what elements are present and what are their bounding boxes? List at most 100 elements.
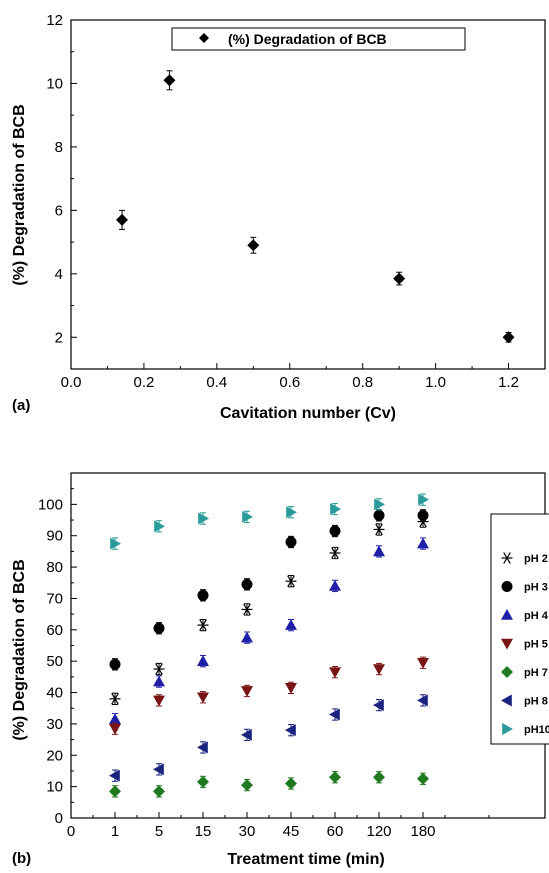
chart-a-legend-label: (%) Degradation of BCB (228, 31, 387, 47)
chart-b-legend-label: pH 7 (524, 667, 548, 679)
chart-b-xtick-label: 120 (366, 823, 391, 840)
chart-b-series-ph5 (109, 656, 429, 735)
chart-b-point (285, 724, 296, 737)
chart-a-xtick-label: 1.2 (498, 374, 519, 391)
chart-b-ytick-label: 50 (46, 653, 63, 670)
chart-b-legend-label: pH 8 (524, 696, 548, 708)
chart-b-point (154, 520, 165, 533)
chart-b-legend-entry: pH 7 (501, 666, 548, 679)
chart-a-ylabel: (%) Degradation of BCB (11, 104, 28, 285)
chart-b-point (329, 547, 341, 559)
chart-a-ytick-label: 8 (55, 139, 63, 156)
chart-a-legend-marker (199, 33, 209, 43)
chart-b-ytick-label: 30 (46, 716, 63, 733)
chart-a-ticks: 0.0 0.2 0.4 0.6 0.8 1.0 1.2 2 4 6 8 10 12 (46, 12, 546, 391)
chart-b-xtick-label: 60 (327, 823, 344, 840)
chart-b-legend-entry: pH 3 (501, 581, 548, 594)
chart-b-legend-marker (501, 666, 513, 678)
chart-b-point (197, 655, 209, 666)
chart-b-legend-label: pH 2 (524, 553, 548, 565)
chart-b-point (241, 578, 253, 590)
chart-b-series-ph7 (109, 771, 429, 798)
chart-a-ytick-label: 6 (55, 202, 63, 219)
chart-b-ytick-label: 0 (55, 810, 63, 827)
chart-a-ytick-label: 10 (46, 75, 63, 92)
chart-b-legend-marker (501, 552, 513, 564)
chart-b-point (241, 603, 253, 616)
chart-b-series-ph10 (110, 493, 429, 550)
chart-a-point (393, 272, 406, 285)
chart-b-legend-entry: pH10 (502, 723, 549, 736)
chart-a-ytick-label: 12 (46, 12, 63, 29)
chart-b-xtick-label: 0 (67, 823, 75, 840)
chart-b-ytick-label: 10 (46, 779, 63, 796)
chart-b-legend: pH 2 pH 3 pH 4 pH 5 pH 7 pH 8 pH10 (490, 513, 549, 745)
chart-a-xtick-label: 0.0 (61, 374, 82, 391)
chart-b-ytick-label: 40 (46, 685, 63, 702)
chart-b-point (109, 713, 121, 725)
chart-b-point (197, 589, 209, 601)
chart-a-ytick-label: 4 (55, 266, 63, 283)
chart-b-point (417, 657, 429, 669)
chart-b-series-ph2 (109, 515, 429, 705)
chart-b-point (109, 769, 120, 782)
chart-b-point (109, 785, 121, 798)
chart-b-xlabel: Treatment time (min) (227, 851, 384, 868)
chart-b-ylabel: (%) Degradation of BCB (11, 559, 28, 740)
chart-b-xtick-label: 1 (111, 823, 119, 840)
chart-b-point (329, 525, 341, 537)
chart-a: 0.0 0.2 0.4 0.6 0.8 1.0 1.2 2 4 6 8 10 12 (%) Degrad… (11, 12, 546, 422)
chart-b-point (197, 775, 209, 788)
chart-a-point (163, 74, 176, 87)
chart-b-point (285, 683, 297, 694)
chart-b-legend-marker (501, 581, 513, 592)
chart-b-xtick-label: 30 (239, 823, 256, 840)
chart-b-point (285, 619, 297, 630)
chart-b-point (285, 536, 297, 548)
chart-b-legend-marker (501, 694, 512, 707)
chart-b-point (329, 667, 341, 679)
chart-b-xtick-label: 180 (410, 823, 435, 840)
chart-b-legend-label: pH 4 (524, 610, 549, 622)
chart-b-point (373, 545, 385, 557)
chart-b-point (373, 509, 385, 521)
chart-b-xtick-label: 15 (195, 823, 212, 840)
chart-b-series-ph8 (109, 694, 428, 782)
chart-b-point (330, 503, 341, 516)
chart-b-point (417, 537, 429, 549)
chart-b-point (285, 575, 297, 588)
chart-b-points (109, 493, 429, 798)
chart-b-point (242, 510, 253, 523)
chart-b-legend-marker (502, 723, 513, 735)
chart-b-point (153, 763, 164, 776)
chart-b-legend-label: pH 5 (524, 639, 548, 651)
chart-b-point (153, 675, 165, 687)
chart-b-point (373, 771, 385, 784)
chart-b-series-ph4 (109, 537, 429, 726)
chart-b-point (198, 512, 209, 525)
chart-b-legend-entry: pH 4 (501, 609, 549, 622)
chart-a-xlabel: Cavitation number (Cv) (220, 405, 396, 422)
chart-b-xtick-label: 5 (155, 823, 163, 840)
chart-b-point (373, 523, 385, 536)
chart-a-legend: (%) Degradation of BCB (171, 27, 466, 51)
chart-b-point (109, 723, 121, 735)
chart-b-ytick-label: 80 (46, 559, 63, 576)
chart-b-point (241, 728, 252, 741)
chart-b-legend-entry: pH 5 (501, 639, 548, 651)
chart-b-point (374, 498, 385, 511)
chart-a-xtick-label: 0.6 (279, 374, 300, 391)
chart-b-legend-marker (501, 609, 513, 620)
chart-b-legend-entry: pH 8 (501, 694, 548, 708)
chart-b-point (373, 664, 385, 676)
chart-a-point (502, 331, 515, 344)
chart-b-point (197, 741, 208, 754)
chart-b-point (329, 771, 341, 784)
chart-b-point (286, 506, 297, 519)
chart-b-ytick-label: 60 (46, 622, 63, 639)
chart-b-ytick-label: 20 (46, 747, 63, 764)
chart-b-legend-label: pH10 (524, 724, 549, 736)
chart-b: 0 1 5 15 30 45 60 120 1800102030405060708090100 … (11, 472, 549, 868)
chart-b-point (329, 708, 340, 721)
